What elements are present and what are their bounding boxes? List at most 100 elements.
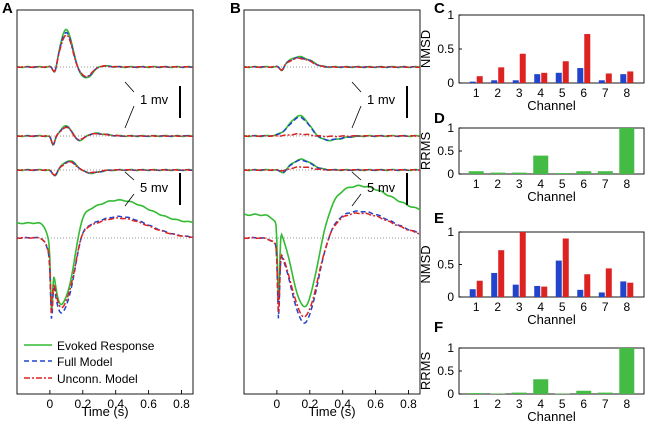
panel-a-arrow-up-2: [124, 171, 135, 181]
panel-c-ytick-label-0: 0: [447, 76, 454, 90]
panel-label-e: E: [434, 210, 444, 227]
panel-e-ytick-label-2: 1: [447, 225, 454, 239]
panel-label-f: F: [434, 319, 443, 336]
panel-d-bar-ch6: [576, 171, 592, 174]
panel-d-bar-ch2: [490, 172, 506, 174]
panel-e-xtick-label-5: 5: [559, 300, 566, 314]
panel-d-xtick-label-2: 2: [494, 177, 501, 191]
panel-d-xtick-label-1: 1: [473, 177, 480, 191]
panel-d-xtick-label-6: 6: [580, 177, 587, 191]
panel-f-ytick-label-2: 1: [447, 341, 454, 355]
panel-b-arrow-down: [351, 105, 362, 129]
panel-f-xtick-label-6: 6: [580, 397, 587, 411]
panel-c-bar-unconn-ch2: [498, 67, 505, 83]
panel-c-bar-unconn-ch5: [562, 61, 569, 83]
panel-c-bar-unconn-ch3: [519, 53, 526, 83]
panel-a-xtick-label-3: 0.6: [140, 397, 157, 411]
panel-a-arrow-down: [124, 105, 135, 129]
panel-f-bar-ch8: [619, 348, 635, 394]
panel-d-xtick-label-4: 4: [537, 177, 544, 191]
panel-e-xlabel: Channel: [527, 312, 576, 327]
panel-e-bar-unconn-ch1: [476, 280, 483, 297]
panel-a-trace-4-unconn-model: [17, 217, 194, 314]
panel-d-ytick-label-2: 1: [447, 121, 454, 135]
panel-label-a: A: [2, 0, 13, 17]
panel-d-frame: [458, 127, 645, 175]
panel-a-trace-2-unconn-model: [16, 126, 194, 146]
panel-f-bar-ch3: [511, 392, 527, 394]
panel-label-d: D: [434, 110, 445, 127]
panel-a-trace-4-evoked: [16, 198, 194, 311]
panel-c-bar-full-ch1: [469, 81, 476, 83]
panel-d-bar-ch8: [619, 128, 635, 174]
panel-a-xtick-label-2: 0.4: [107, 397, 124, 411]
panel-c-bar-full-ch5: [555, 72, 562, 83]
panel-e-xtick-label-3: 3: [516, 300, 523, 314]
panel-c-bar-unconn-ch7: [605, 73, 612, 83]
panel-e-ylabel: NMSD: [418, 245, 433, 283]
panel-c-bar-full-ch7: [598, 80, 605, 83]
panel-e-bar-full-ch8: [620, 281, 627, 297]
panel-d-xtick-label-8: 8: [623, 177, 630, 191]
panel-b-trace-4-evoked: [243, 184, 421, 308]
panel-c-frame: [458, 14, 645, 84]
panel-c-bar-full-ch3: [512, 80, 519, 83]
panel-a-scale-label-1mv: 1 mv: [140, 92, 169, 107]
legend: Evoked Response Full Model Unconn. Model: [24, 339, 155, 386]
panel-a-trace-3-evoked: [16, 160, 194, 177]
panel-b-trace-4-full-model: [243, 210, 421, 324]
panel-c-bar-unconn-ch4: [541, 72, 548, 83]
panel-e-bar-full-ch3: [512, 284, 519, 297]
panel-e-bar-unconn-ch4: [541, 286, 548, 297]
panel-e-bar-full-ch6: [577, 289, 584, 297]
panel-b-arrow-up: [351, 81, 362, 93]
panel-b-trace-4-unconn-model: [243, 212, 421, 318]
panel-c-xtick-label-8: 8: [623, 86, 630, 100]
panel-d-bar-ch4: [533, 155, 549, 174]
panel-e-bar-unconn-ch3: [519, 232, 526, 297]
legend-unconn-model: Unconn. Model: [57, 372, 138, 386]
panel-a-scale-label-5mv: 5 mv: [140, 180, 169, 195]
panel-e-bar-unconn-ch5: [562, 238, 569, 297]
panel-e-xtick-label-1: 1: [473, 300, 480, 314]
panel-d-xlabel: Channel: [527, 189, 576, 204]
panel-a-xlabel: Time (s): [81, 404, 128, 419]
panel-e-xtick-label-2: 2: [494, 300, 501, 314]
panel-f-bar-ch6: [576, 390, 592, 394]
panel-f-ytick-label-1: 0.5: [437, 364, 454, 378]
panel-c-bar-unconn-ch8: [627, 71, 634, 83]
panel-b-arrow-up-2: [351, 171, 362, 181]
panel-a-trace-1-unconn-model: [16, 34, 194, 78]
panel-a-arrow-down-2: [124, 193, 135, 207]
panel-b-xtick-label-3: 0.6: [367, 397, 384, 411]
panel-f-xtick-label-1: 1: [473, 397, 480, 411]
panel-e-bar-full-ch5: [555, 260, 562, 297]
panel-e-ytick-label-1: 0.5: [437, 258, 454, 272]
panel-a-trace-4-full-model: [16, 215, 194, 319]
panel-e-bar-unconn-ch8: [627, 282, 634, 297]
panel-a-trace-2-evoked: [16, 124, 194, 147]
panel-a-trace-3-unconn-model: [16, 160, 194, 176]
panel-d-bar-ch3: [511, 172, 527, 174]
panel-d-xtick-label-5: 5: [559, 177, 566, 191]
panel-c-xtick-label-2: 2: [494, 86, 501, 100]
panel-b-xtick-label-0: 0: [274, 397, 281, 411]
panel-c-xtick-label-3: 3: [516, 86, 523, 100]
panel-b-xtick-label-4: 0.8: [400, 397, 417, 411]
panel-c-xtick-label-6: 6: [580, 86, 587, 100]
legend-full-model: Full Model: [57, 355, 112, 369]
panel-e-bar-unconn-ch6: [584, 274, 591, 297]
panel-f-xlabel: Channel: [527, 409, 576, 424]
panel-c-bar-full-ch2: [491, 80, 498, 83]
panel-f-xtick-label-7: 7: [602, 397, 609, 411]
legend-evoked-response: Evoked Response: [57, 339, 155, 353]
panel-e-bar-full-ch4: [534, 285, 541, 297]
panel-a-trace-3-full-model: [16, 160, 193, 177]
panel-c-ytick-label-1: 0.5: [437, 42, 454, 56]
panel-d-ylabel: RRMS: [418, 132, 433, 171]
panel-c-ytick-label-2: 1: [447, 8, 454, 22]
panel-e-ytick-label-0: 0: [447, 290, 454, 304]
